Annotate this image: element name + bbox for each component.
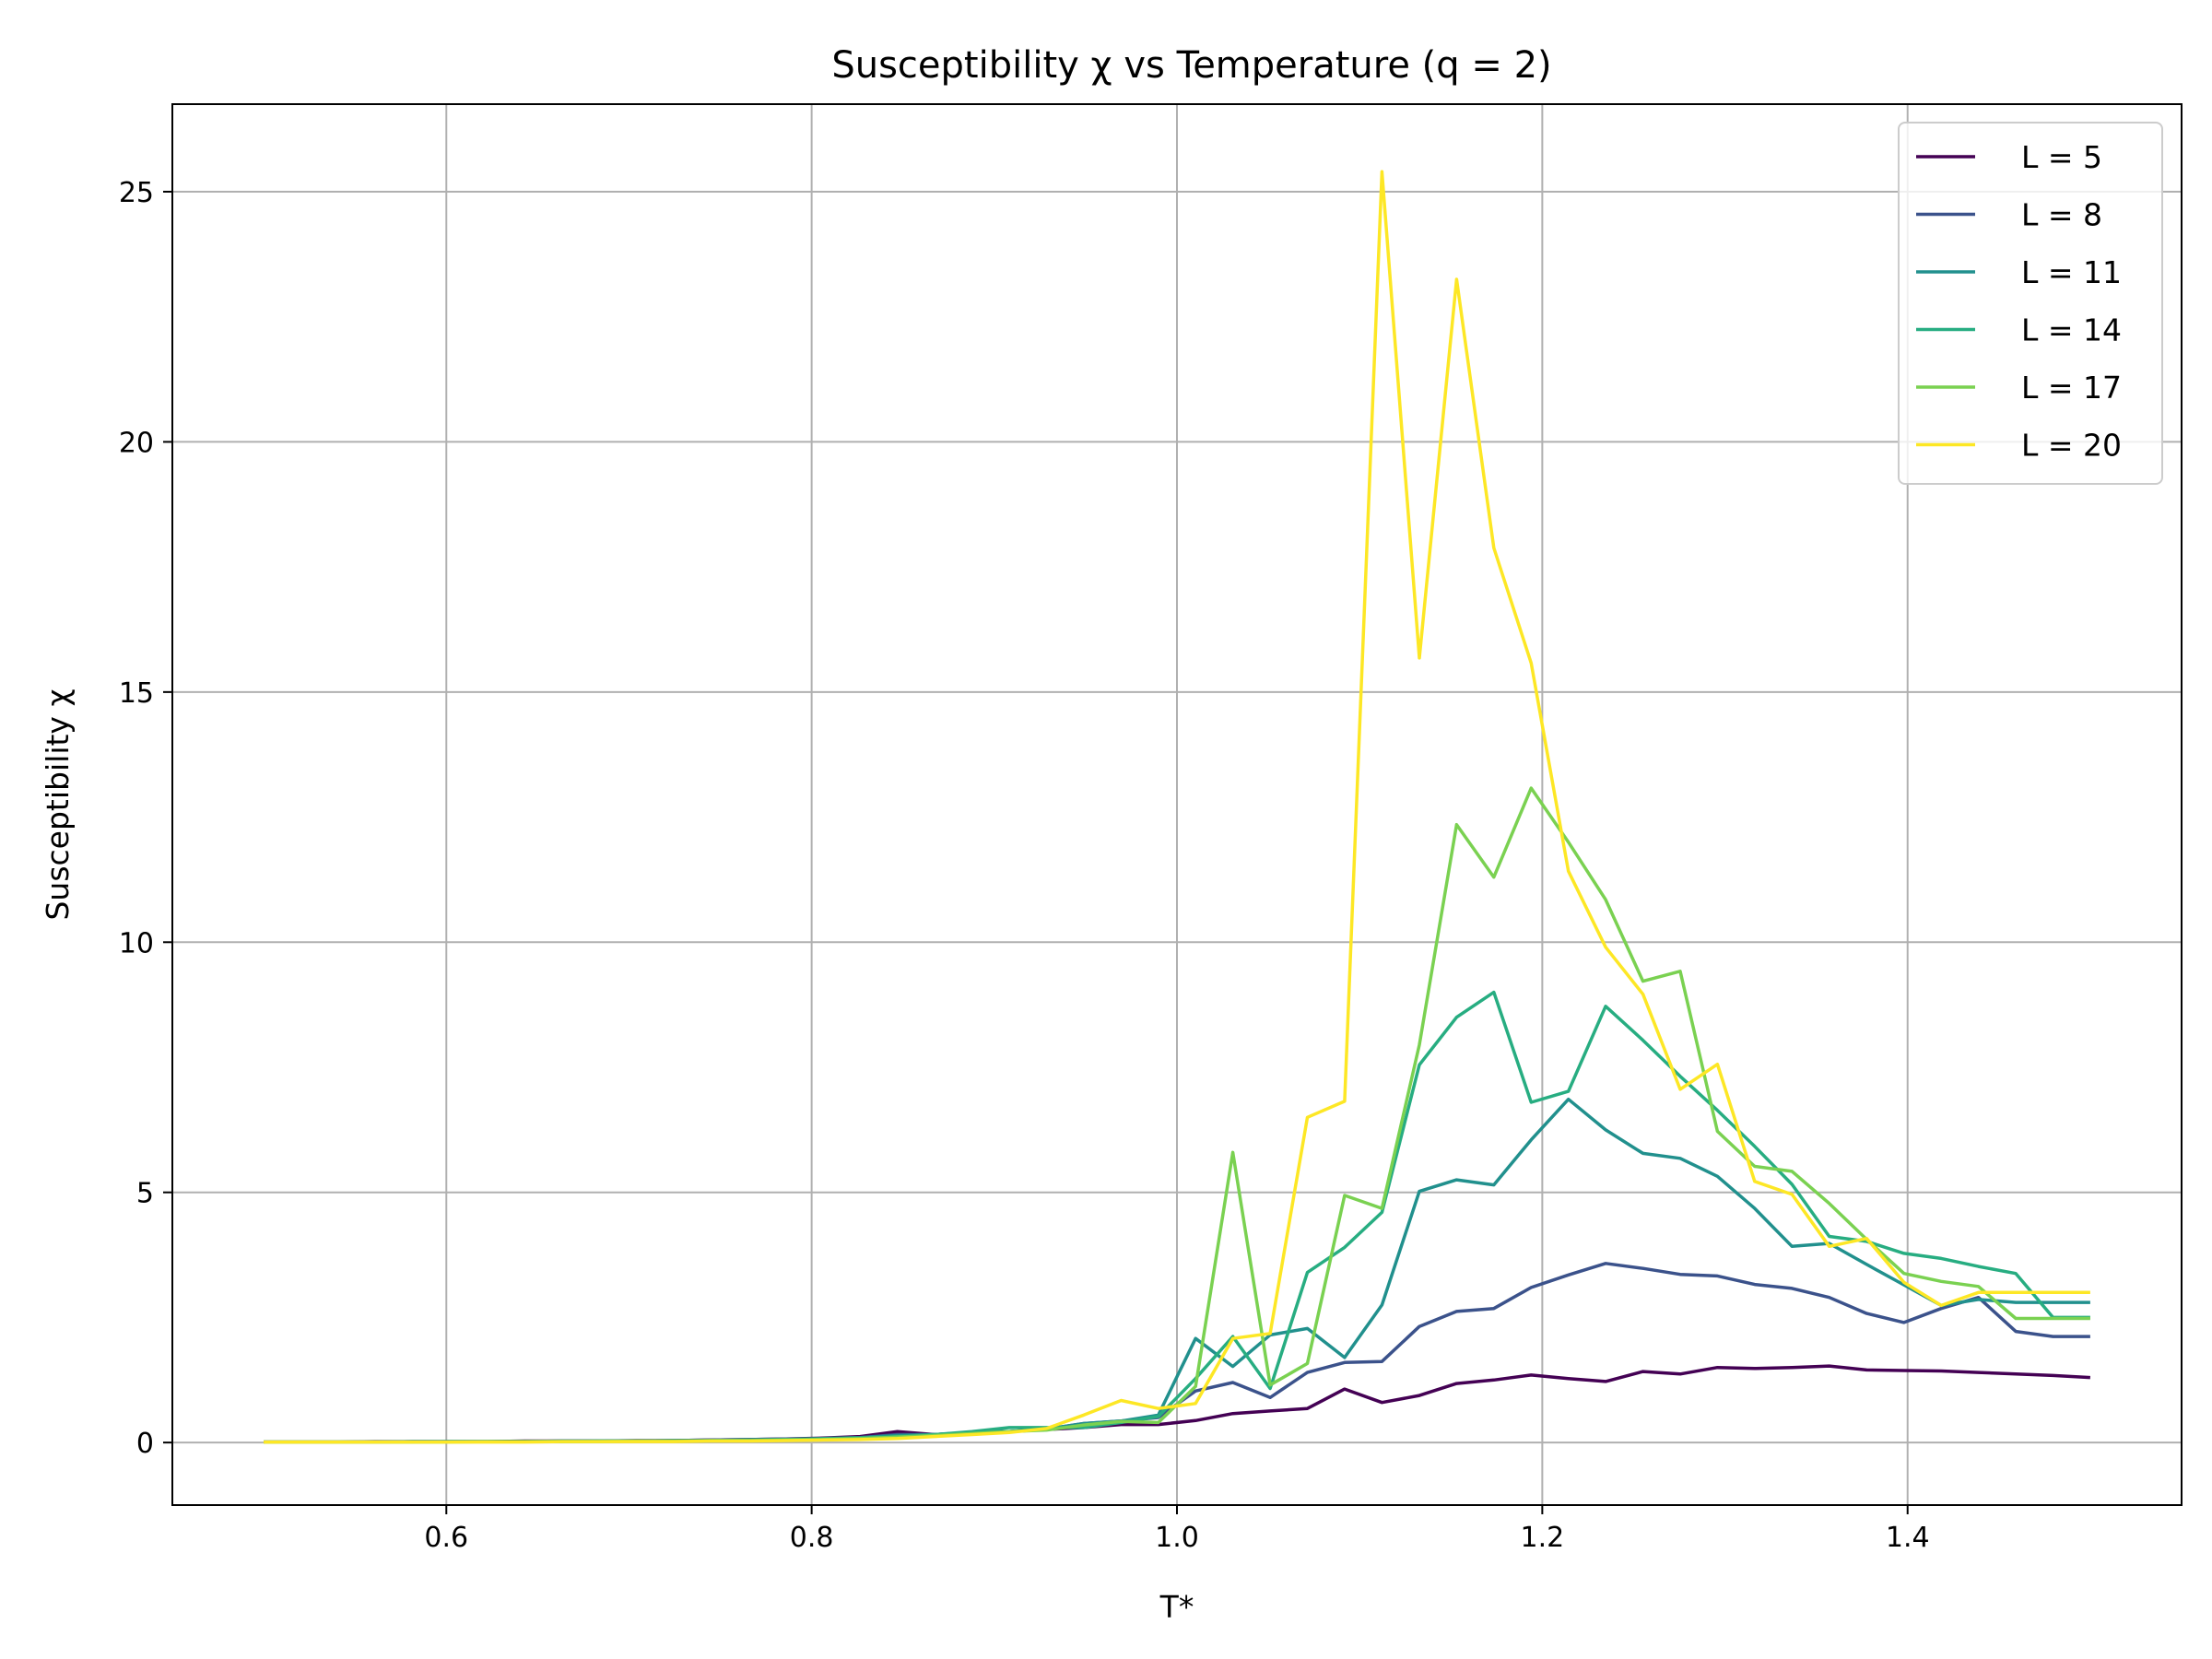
legend-label: L = 17 <box>2021 370 2122 406</box>
series-line-6 <box>264 170 2090 1444</box>
y-axis-label: Susceptibility χ <box>40 688 76 920</box>
legend-label: L = 8 <box>2021 197 2102 233</box>
legend-label: L = 11 <box>2021 254 2122 290</box>
x-tick-label: 1.2 <box>1521 1522 1565 1554</box>
y-tick-label: 15 <box>119 677 154 710</box>
legend-label: L = 20 <box>2021 428 2122 464</box>
chart-title: Susceptibility χ vs Temperature (q = 2) <box>831 44 1551 87</box>
y-tick-label: 20 <box>119 427 154 459</box>
x-tick-label: 0.8 <box>790 1522 834 1554</box>
legend-label: L = 14 <box>2021 312 2122 348</box>
y-tick-label: 5 <box>136 1178 154 1210</box>
legend: L = 5 L = 8 L = 11 L = 14 L = 17 L = 20 <box>1898 122 2163 485</box>
y-tick-label: 10 <box>119 927 154 959</box>
legend-label: L = 5 <box>2021 139 2102 175</box>
x-axis-label: T* <box>1159 1589 1194 1625</box>
x-tick-label: 1.4 <box>1886 1522 1930 1554</box>
x-tick-label: 1.0 <box>1155 1522 1199 1554</box>
y-tick-label: 25 <box>119 177 154 209</box>
y-tick-label: 0 <box>136 1428 154 1460</box>
x-axis-ticks: 0.6 0.8 1.0 1.2 1.4 <box>424 1505 1930 1554</box>
plot-lines <box>264 170 2090 1444</box>
x-tick-label: 0.6 <box>424 1522 468 1554</box>
y-axis-ticks: 0 5 10 15 20 25 <box>119 177 172 1460</box>
